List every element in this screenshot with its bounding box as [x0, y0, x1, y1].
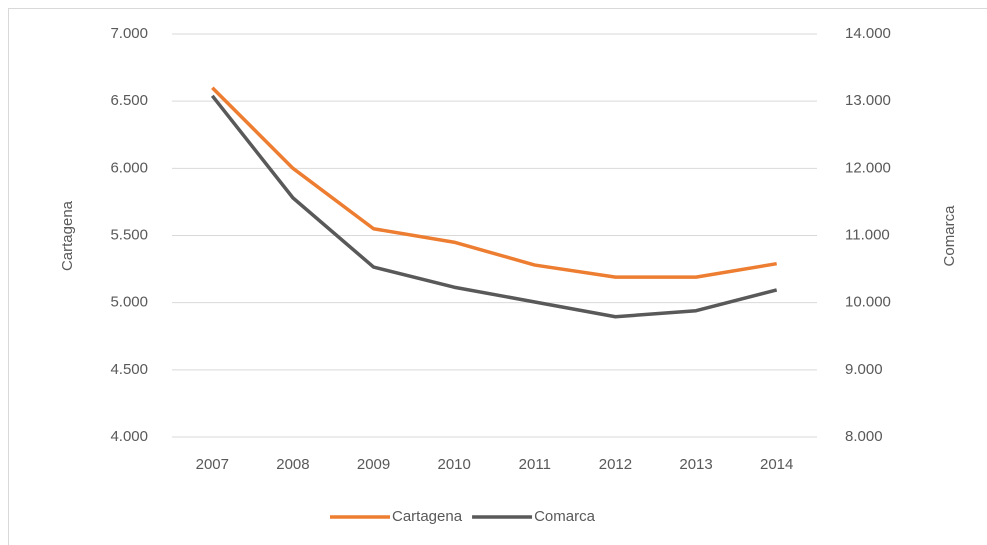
y2-tick-label: 12.000 — [845, 159, 891, 176]
x-tick-label: 2009 — [357, 456, 390, 473]
y2-tick-label: 13.000 — [845, 92, 891, 109]
y-tick-label: 4.500 — [110, 361, 148, 378]
x-tick-label: 2007 — [196, 456, 229, 473]
x-tick-label: 2013 — [679, 456, 712, 473]
y-tick-label: 4.000 — [110, 428, 148, 445]
x-tick-label: 2008 — [276, 456, 309, 473]
chart-border — [8, 8, 987, 545]
y-tick-label: 6.000 — [110, 159, 148, 176]
y-tick-label: 7.000 — [110, 25, 148, 42]
legend-label: Cartagena — [392, 508, 463, 525]
x-tick-label: 2010 — [438, 456, 471, 473]
y2-tick-label: 9.000 — [845, 361, 883, 378]
y2-tick-label: 8.000 — [845, 428, 883, 445]
series-line — [210, 94, 778, 319]
y-tick-label: 5.000 — [110, 294, 148, 311]
y-tick-label: 5.500 — [110, 226, 148, 243]
x-tick-label: 2014 — [760, 456, 793, 473]
y2-axis-label: Comarca — [941, 205, 958, 267]
x-tick-label: 2011 — [519, 456, 551, 473]
y-tick-label: 6.500 — [110, 92, 148, 109]
legend-label: Comarca — [534, 508, 596, 525]
y2-tick-label: 14.000 — [845, 25, 891, 42]
series-line — [211, 86, 777, 279]
y-axis-label: Cartagena — [59, 200, 76, 271]
y2-tick-label: 11.000 — [845, 226, 890, 243]
y2-tick-label: 10.000 — [845, 294, 891, 311]
x-tick-label: 2012 — [599, 456, 632, 473]
